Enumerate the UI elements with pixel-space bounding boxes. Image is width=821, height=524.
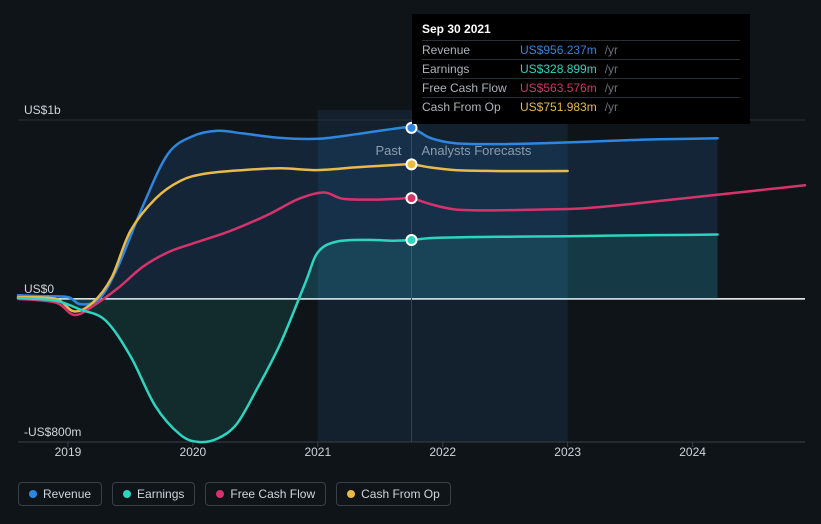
- svg-text:-US$800m: -US$800m: [24, 425, 81, 439]
- legend-dot-icon: [216, 490, 224, 498]
- chart-legend: Revenue Earnings Free Cash Flow Cash From O…: [18, 482, 451, 506]
- tooltip-row-unit: /yr: [605, 81, 618, 95]
- legend-item[interactable]: Cash From Op: [336, 482, 451, 506]
- tooltip-row: Cash From Op US$751.983m/yr: [422, 97, 740, 116]
- tooltip-row: Earnings US$328.899m/yr: [422, 59, 740, 78]
- tooltip-date: Sep 30 2021: [422, 20, 740, 40]
- chart-tooltip: Sep 30 2021 RevenueUS$956.237m/yrEarning…: [412, 14, 750, 124]
- tooltip-row: Free Cash Flow US$563.576m/yr: [422, 78, 740, 97]
- legend-item-label: Free Cash Flow: [230, 487, 315, 501]
- tooltip-row-value: US$956.237m: [520, 43, 597, 57]
- svg-text:US$1b: US$1b: [24, 103, 61, 117]
- svg-text:2019: 2019: [55, 445, 82, 459]
- legend-item-label: Revenue: [43, 487, 91, 501]
- legend-item[interactable]: Revenue: [18, 482, 102, 506]
- financial-chart: { "canvas": { "width": 821, "height": 52…: [0, 0, 821, 524]
- tooltip-row-value: US$751.983m: [520, 100, 597, 114]
- svg-text:2023: 2023: [554, 445, 581, 459]
- legend-dot-icon: [29, 490, 37, 498]
- tooltip-row-value: US$563.576m: [520, 81, 597, 95]
- legend-item[interactable]: Free Cash Flow: [205, 482, 326, 506]
- legend-dot-icon: [347, 490, 355, 498]
- tooltip-row-label: Cash From Op: [422, 100, 512, 114]
- tooltip-row-label: Revenue: [422, 43, 512, 57]
- tooltip-row-label: Free Cash Flow: [422, 81, 512, 95]
- svg-text:2022: 2022: [429, 445, 456, 459]
- svg-text:US$0: US$0: [24, 282, 54, 296]
- legend-item[interactable]: Earnings: [112, 482, 195, 506]
- tooltip-row-unit: /yr: [605, 43, 618, 57]
- legend-item-label: Earnings: [137, 487, 184, 501]
- tooltip-row-value: US$328.899m: [520, 62, 597, 76]
- legend-dot-icon: [123, 490, 131, 498]
- legend-item-label: Cash From Op: [361, 487, 440, 501]
- tooltip-row-unit: /yr: [605, 62, 618, 76]
- tooltip-row-unit: /yr: [605, 100, 618, 114]
- svg-text:2020: 2020: [180, 445, 207, 459]
- svg-text:2024: 2024: [679, 445, 706, 459]
- tooltip-row-label: Earnings: [422, 62, 512, 76]
- tooltip-row: Revenue US$956.237m/yr: [422, 40, 740, 59]
- svg-text:2021: 2021: [304, 445, 331, 459]
